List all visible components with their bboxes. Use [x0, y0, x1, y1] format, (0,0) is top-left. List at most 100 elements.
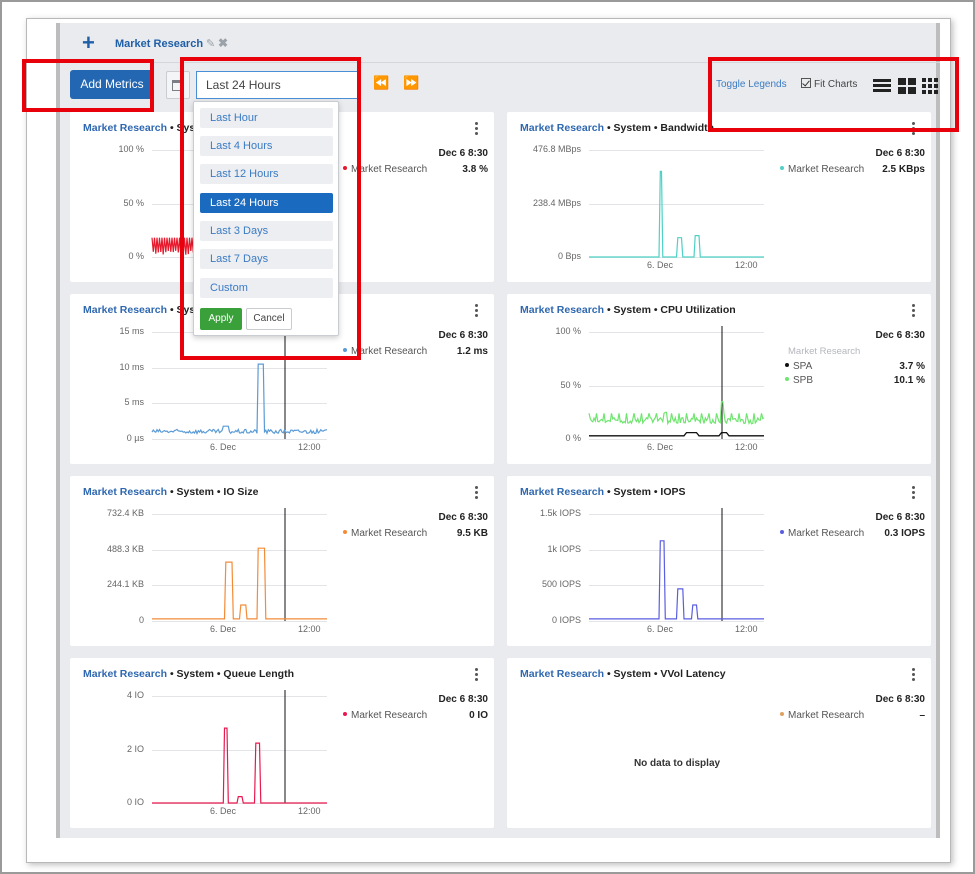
tab-market-research[interactable]: Market Research — [115, 38, 204, 50]
y-axis-tick-label: 488.3 KB — [106, 543, 144, 554]
more-options-icon[interactable] — [912, 304, 916, 319]
legend-item[interactable]: Market Research — [343, 346, 427, 357]
legend-series-name: Market Research — [788, 164, 865, 175]
y-axis-tick-label: 1.5k IOPS — [539, 508, 581, 518]
x-axis-tick-label: 12:00 — [735, 260, 758, 270]
add-metrics-button[interactable]: Add Metrics — [70, 70, 154, 99]
chart-card: Market Research • System • IOPS Dec 6 8:3… — [507, 476, 931, 646]
fast-forward-icon[interactable]: ⏩ — [403, 75, 420, 90]
option-last-24-hours[interactable]: Last 24 Hours — [200, 193, 333, 213]
y-axis-tick-label: 0 % — [128, 251, 144, 261]
legend-item[interactable]: SPA — [785, 361, 812, 372]
y-axis-tick-label: 2 IO — [126, 743, 144, 754]
toggle-legends-link[interactable]: Toggle Legends — [716, 79, 787, 90]
chart-plot[interactable] — [151, 326, 328, 439]
more-options-icon[interactable] — [475, 304, 479, 319]
series-line — [589, 540, 764, 620]
legend-item[interactable]: Market Research — [780, 710, 864, 721]
chart-plot[interactable] — [152, 690, 327, 804]
rewind-icon[interactable]: ⏪ — [373, 75, 390, 90]
chart-plot[interactable] — [589, 508, 764, 621]
legend-series-name: Market Research — [351, 164, 428, 175]
y-axis-tick-label: 1k IOPS — [547, 543, 581, 554]
legend-item[interactable]: Market Research — [780, 528, 864, 539]
fit-charts-checkbox[interactable]: Fit Charts — [801, 76, 869, 94]
more-options-icon[interactable] — [475, 486, 479, 501]
cancel-button[interactable]: Cancel — [246, 308, 292, 330]
legend-item[interactable]: Market Research — [343, 710, 427, 721]
chart-title-group[interactable]: Market Research — [83, 304, 168, 316]
chart-plot[interactable] — [152, 508, 327, 621]
chart-plot[interactable] — [588, 326, 765, 439]
legend-value: 2.5 KBps — [882, 164, 925, 175]
legend-dot-icon — [343, 348, 347, 352]
grid-line — [152, 439, 327, 440]
chart-title-group[interactable]: Market Research — [520, 122, 605, 134]
more-options-icon[interactable] — [475, 668, 479, 683]
more-options-icon[interactable] — [912, 668, 916, 683]
add-tab-icon[interactable]: + — [82, 30, 95, 55]
layout-one-column-icon[interactable] — [873, 77, 891, 95]
grid-line — [589, 514, 764, 515]
option-custom[interactable]: Custom — [200, 278, 333, 298]
chart-title-group[interactable]: Market Research — [83, 486, 168, 498]
layout-three-column-icon[interactable] — [922, 77, 940, 95]
series-line — [588, 400, 765, 426]
option-last-7-days[interactable]: Last 7 Days — [200, 249, 333, 269]
more-options-icon[interactable] — [912, 486, 916, 501]
chart-title: Market Research • System • Bandwidth — [520, 122, 714, 134]
legend-series-name: SPB — [793, 375, 814, 386]
legend-item[interactable]: Market Research — [343, 528, 427, 539]
close-tab-icon[interactable]: ✖ — [218, 36, 229, 50]
chart-title-group[interactable]: Market Research — [520, 668, 605, 680]
legend-series-name: Market Research — [351, 346, 428, 357]
chart-title-group[interactable]: Market Research — [520, 486, 605, 498]
legend-dot-icon — [343, 530, 347, 534]
chart-title: Market Research • System • VVol Latency — [520, 668, 726, 680]
chart-title-metric: • System • Bandwidth — [604, 122, 715, 134]
option-last-12-hours[interactable]: Last 12 Hours — [200, 164, 333, 184]
y-axis-tick-label: 100 % — [555, 326, 581, 336]
grid-line — [152, 696, 327, 697]
apply-button[interactable]: Apply — [200, 308, 242, 330]
edit-tab-pencil-icon[interactable]: ✎ — [206, 38, 216, 50]
option-last-3-days[interactable]: Last 3 Days — [200, 221, 333, 241]
chart-title-group[interactable]: Market Research — [83, 668, 168, 680]
legend-item[interactable]: Market Research — [780, 164, 864, 175]
legend-dot-icon — [785, 377, 789, 381]
chart-title: Market Research • System • Queue Length — [83, 668, 294, 680]
chart-title-metric: • System • Queue Length — [167, 668, 295, 680]
chart-title-group[interactable]: Market Research — [83, 122, 168, 134]
chart-title-group[interactable]: Market Research — [520, 304, 605, 316]
time-range-select[interactable]: Last 24 Hours — [196, 71, 361, 99]
legend-timestamp: Dec 6 8:30 — [875, 512, 925, 523]
y-axis-tick-label: 238.4 MBps — [532, 197, 581, 208]
grid-line — [589, 549, 764, 551]
legend-timestamp: Dec 6 8:30 — [875, 694, 925, 705]
y-axis-tick-label: 732.4 KB — [106, 508, 144, 518]
x-axis-tick-label: 12:00 — [298, 624, 321, 634]
grid-line — [152, 514, 327, 515]
legend-timestamp: Dec 6 8:30 — [875, 330, 925, 341]
more-options-icon[interactable] — [475, 122, 479, 137]
legend-series-name: SPA — [793, 361, 813, 372]
layout-two-column-icon[interactable] — [898, 77, 916, 95]
y-axis-tick-label: 0 Bps — [557, 251, 581, 261]
chart-card: Market Research • System • CPU Utilizati… — [507, 294, 931, 464]
legend-dot-icon — [780, 166, 784, 170]
x-axis-tick-label: 6. Dec — [210, 806, 237, 816]
legend-dot-icon — [343, 166, 347, 170]
y-axis-tick-label: 0 µs — [126, 433, 144, 443]
dashboard-toolbar: Add Metrics Last 24 Hours ⏪ ⏩ Toggle Leg… — [60, 63, 940, 111]
chart-plot[interactable] — [589, 150, 764, 258]
legend-value: 3.8 % — [462, 164, 488, 175]
legend-item[interactable]: SPB — [785, 375, 813, 386]
legend-timestamp: Dec 6 8:30 — [875, 148, 925, 159]
legend-item[interactable]: Market Research — [343, 164, 427, 175]
legend-series-name: Market Research — [788, 528, 865, 539]
option-last-4-hours[interactable]: Last 4 Hours — [200, 136, 333, 156]
legend-dot-icon — [785, 363, 789, 367]
chart-title: Market Research • System • CPU Utilizati… — [520, 304, 736, 316]
option-last-hour[interactable]: Last Hour — [200, 108, 333, 128]
highlight-view-options — [708, 57, 959, 132]
